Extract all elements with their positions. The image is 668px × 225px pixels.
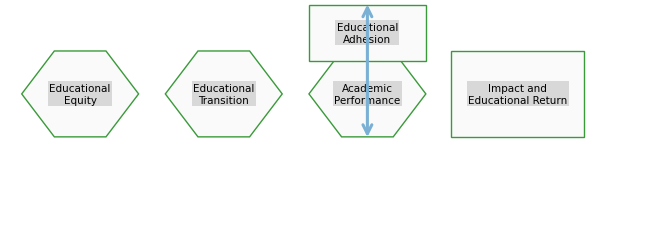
Polygon shape (166, 52, 282, 137)
Text: Educational
Transition: Educational Transition (193, 83, 255, 106)
Text: Academic
Performance: Academic Performance (334, 83, 401, 106)
Text: Impact and
Educational Return: Impact and Educational Return (468, 83, 567, 106)
Bar (309, 6, 426, 62)
Polygon shape (21, 52, 138, 137)
Text: Educational
Adhesion: Educational Adhesion (337, 22, 398, 45)
Text: Educational
Equity: Educational Equity (49, 83, 111, 106)
Bar (451, 52, 584, 137)
Polygon shape (309, 52, 426, 137)
